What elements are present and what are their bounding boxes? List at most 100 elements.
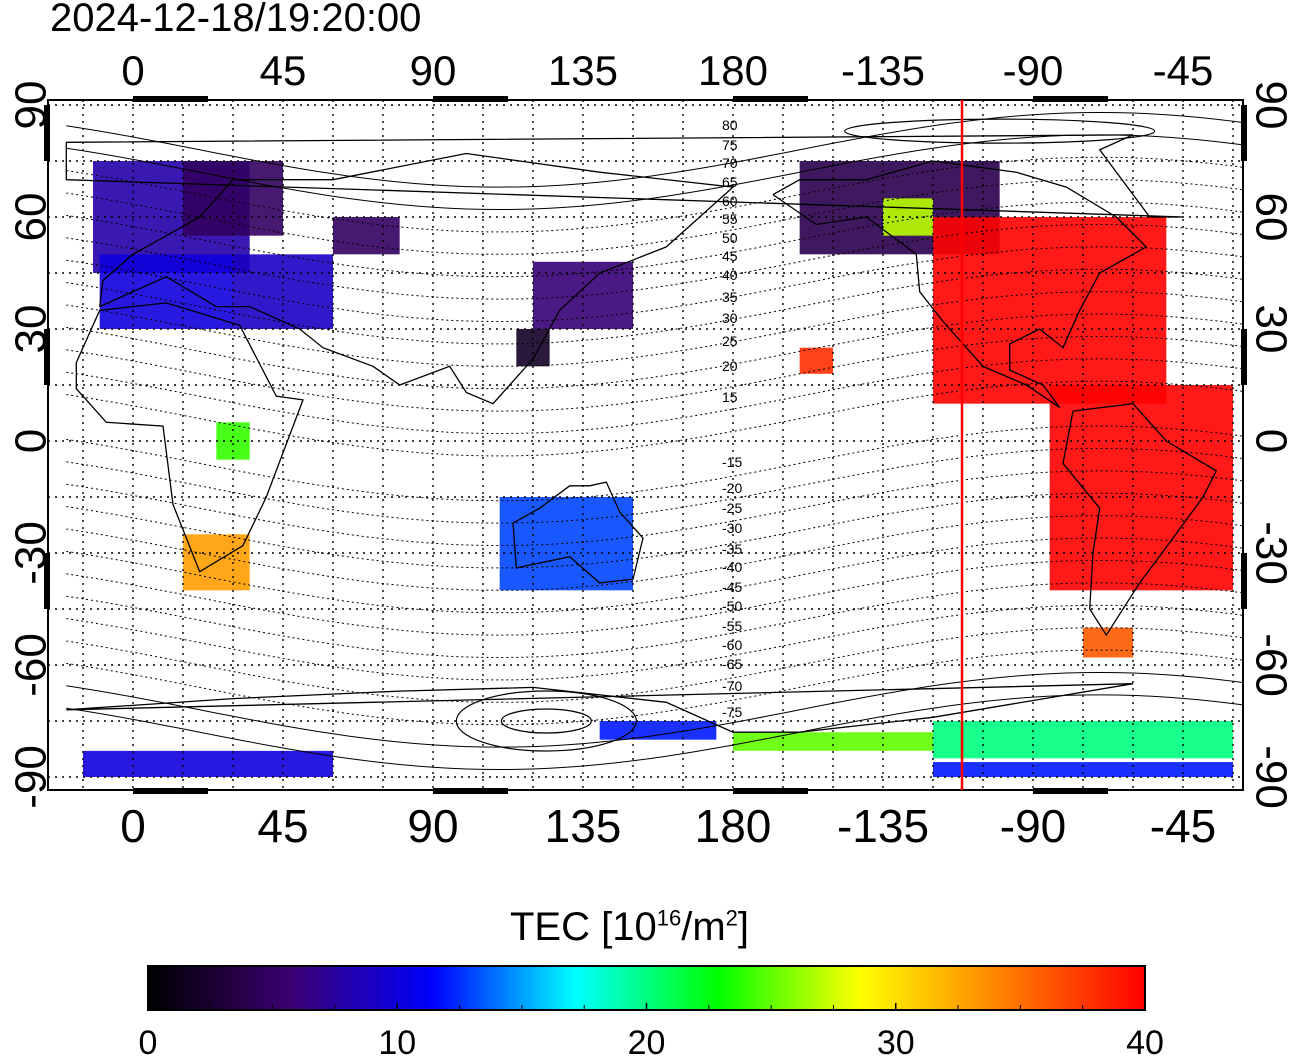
tec-region — [83, 750, 333, 777]
lon-tick-top: 135 — [548, 47, 618, 94]
contour-label: -50 — [722, 598, 742, 614]
lon-tick-bottom: 45 — [257, 800, 308, 852]
mag-contour — [66, 492, 1243, 569]
contour-label: 20 — [722, 358, 738, 374]
tec-region — [799, 347, 833, 374]
mag-contour — [66, 179, 1243, 255]
lat-tick-left: 90 — [7, 81, 56, 130]
colorbar-tick-label: 40 — [1126, 1024, 1164, 1057]
mag-contour — [66, 201, 1243, 278]
contour-label: 50 — [722, 230, 738, 246]
mag-contour — [66, 111, 1243, 188]
lon-tick-bottom: -135 — [837, 800, 929, 852]
mag-contour — [66, 671, 1243, 748]
contour-label: -25 — [722, 500, 742, 516]
contour-label: 60 — [722, 193, 738, 209]
coastline — [512, 481, 644, 584]
mag-pole-contour — [455, 690, 637, 752]
lat-tick-left: -90 — [7, 745, 56, 809]
colorbar-gradient — [147, 965, 1146, 1011]
lat-tick-left: -60 — [7, 633, 56, 697]
mag-contour — [66, 156, 1243, 233]
contour-label: 55 — [722, 211, 738, 227]
mag-contour — [66, 358, 1243, 435]
contour-label: 40 — [722, 267, 738, 283]
coastline — [66, 683, 1134, 733]
lon-tick-top: 45 — [260, 47, 307, 94]
contour-label: -30 — [722, 520, 742, 536]
lat-tick-right: 30 — [1246, 305, 1294, 354]
tec-region — [599, 721, 717, 740]
lat-tick-left: 30 — [7, 305, 56, 354]
contour-label: 45 — [722, 248, 738, 264]
mag-contour — [66, 313, 1243, 390]
tec-region — [333, 217, 400, 255]
coastline — [1062, 403, 1218, 637]
colorbar-tick-label: 10 — [378, 1024, 416, 1057]
contour-label: -60 — [722, 637, 742, 653]
mag-contour — [66, 694, 1243, 771]
tec-region — [933, 762, 1233, 777]
lat-tick-right: 0 — [1246, 429, 1294, 453]
contour-label: 15 — [722, 389, 738, 405]
contour-label: -40 — [722, 559, 742, 575]
mag-contour — [66, 335, 1243, 412]
lon-tick-top: -45 — [1153, 47, 1214, 94]
colorbar-tick-label: 30 — [877, 1024, 915, 1057]
contour-label: -35 — [722, 541, 742, 557]
contour-label: -15 — [722, 454, 742, 470]
lon-tick-top: -135 — [841, 47, 925, 94]
timestamp-title: 2024-12-18/19:20:00 — [50, 0, 422, 40]
colorbar-tick-label: 0 — [139, 1024, 158, 1057]
mag-contour — [66, 627, 1243, 703]
lat-tick-left: -30 — [7, 521, 56, 585]
mag-contour — [66, 470, 1243, 547]
mag-contour — [66, 604, 1243, 681]
contour-label: -55 — [722, 618, 742, 634]
lon-tick-top: 90 — [410, 47, 457, 94]
mag-contour — [66, 515, 1243, 591]
lat-tick-right: -60 — [1246, 633, 1294, 697]
tec-region — [733, 732, 933, 751]
lat-tick-left: 60 — [7, 193, 56, 242]
contour-label: 35 — [722, 289, 738, 305]
coastline — [75, 302, 304, 573]
coastline — [772, 160, 1148, 408]
contour-label: 30 — [722, 310, 738, 326]
mag-contour — [66, 223, 1243, 300]
contour-label: -20 — [722, 480, 742, 496]
mag-contour — [66, 425, 1243, 502]
mag-contour — [66, 268, 1243, 345]
colorbar-tick-label: 20 — [628, 1024, 666, 1057]
tec-region — [1049, 385, 1233, 591]
lon-tick-bottom: 0 — [120, 800, 146, 852]
contour-label: 75 — [722, 137, 738, 153]
lon-tick-bottom: 180 — [695, 800, 772, 852]
mag-contour — [66, 246, 1243, 323]
mag-contour — [66, 291, 1243, 367]
contour-label: -65 — [722, 656, 742, 672]
contour-label: 65 — [722, 174, 738, 190]
mag-contour — [66, 134, 1243, 211]
colorbar-title: TEC [1016/m2] — [510, 905, 750, 949]
contour-label: 25 — [722, 333, 738, 349]
mag-contour — [66, 447, 1243, 524]
lon-tick-bottom: 135 — [545, 800, 622, 852]
mag-contour — [66, 380, 1243, 457]
lat-tick-right: 90 — [1246, 81, 1294, 130]
mag-contour — [66, 559, 1243, 636]
mag-contour — [66, 649, 1243, 726]
lon-tick-bottom: -45 — [1150, 800, 1216, 852]
contour-label: -75 — [722, 704, 742, 720]
lat-tick-right: 60 — [1246, 193, 1294, 242]
mag-contour — [66, 537, 1243, 614]
lon-tick-bottom: -90 — [1000, 800, 1066, 852]
lon-tick-top: -90 — [1003, 47, 1064, 94]
mag-pole-contour — [844, 118, 1156, 144]
lon-tick-bottom: 90 — [407, 800, 458, 852]
contour-label: -45 — [722, 579, 742, 595]
mag-pole-contour — [500, 708, 592, 734]
contour-label: -70 — [722, 678, 742, 694]
